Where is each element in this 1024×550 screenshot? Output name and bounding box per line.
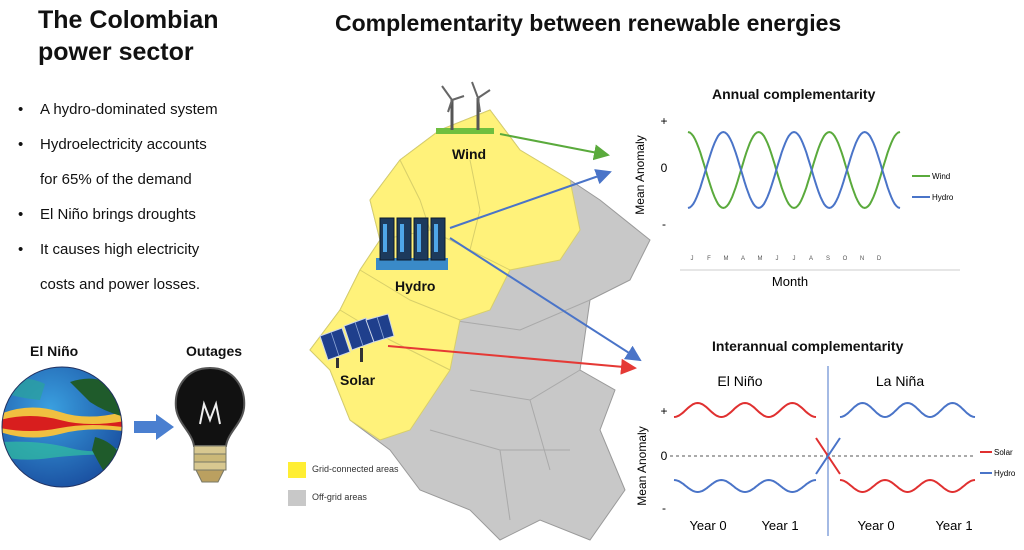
interannual-xtick: Year 0: [689, 518, 726, 533]
legend-hydro-label-2: Hydro: [994, 469, 1016, 478]
interannual-chart-title: Interannual complementarity: [712, 338, 904, 354]
interannual-ylabel: Mean Anomaly: [635, 426, 649, 505]
grid-connected-region: [309, 109, 581, 441]
interannual-hydro-series-la-nina: [839, 401, 976, 419]
annual-month-tick: D: [877, 256, 882, 262]
legend-label-grid: Grid-connected areas: [312, 464, 399, 474]
solar-label: Solar: [340, 372, 376, 388]
outages-label: Outages: [186, 343, 243, 359]
bullet-list: A hydro-dominated system Hydroelectricit…: [16, 92, 286, 302]
colombia-map: [309, 109, 651, 541]
legend-wind-label: Wind: [932, 172, 950, 181]
main-title: Complementarity between renewable energi…: [335, 10, 842, 36]
annual-month-tick: O: [843, 256, 848, 262]
el-nino-label: El Niño: [30, 343, 79, 359]
bullet-item-continuation: for 65% of the demand: [40, 171, 192, 188]
annual-month-tick: J: [793, 256, 796, 262]
title-line-2: power sector: [38, 38, 194, 66]
legend-solar-label: Solar: [994, 448, 1013, 457]
hydro-label: Hydro: [395, 278, 436, 294]
annual-month-tick: S: [826, 256, 830, 262]
wind-turbine-icon: [436, 81, 494, 134]
interannual-transition-hydro: [815, 437, 841, 475]
annual-wind-series: [687, 130, 901, 210]
legend-hydro-label: Hydro: [932, 193, 954, 202]
annual-month-tick: A: [741, 256, 745, 262]
annual-month-tick: A: [809, 256, 813, 262]
el-nino-globe-icon: [1, 366, 123, 488]
annual-ytick-plus: +: [660, 114, 667, 128]
annual-ylabel: Mean Anomaly: [633, 135, 647, 214]
solar-arrow: [387, 345, 637, 375]
annual-month-tick: F: [707, 256, 711, 262]
right-arrow-icon: [134, 414, 174, 440]
light-bulb-icon: [174, 366, 246, 483]
annual-month-tick: M: [758, 256, 763, 262]
interannual-xtick: Year 1: [761, 518, 798, 533]
annual-month-tick: J: [691, 256, 694, 262]
solar-panel-icon: [319, 313, 395, 368]
legend-swatch-grid: [288, 462, 306, 478]
bullet-item-continuation: costs and power losses.: [40, 276, 201, 293]
bullet-item: A hydro-dominated system: [16, 92, 286, 127]
interannual-chart: El Niño La Niña Mean Anomaly + 0 - Year …: [635, 366, 1016, 536]
interannual-xtick: Year 1: [935, 518, 972, 533]
hydro-arrow-interannual: [449, 237, 642, 362]
hydro-arrow-annual: [449, 169, 612, 229]
interannual-ytick-plus: +: [660, 404, 667, 418]
bullet-item: It causes high electricity: [16, 232, 286, 267]
hydro-dam-icon: [376, 217, 448, 270]
annual-chart: Mean Anomaly + 0 - J F M A M J J A S O N D Wind Hyd…: [633, 114, 960, 289]
interannual-ytick-zero: 0: [661, 449, 668, 463]
left-panel-title: The Colombian power sector: [38, 4, 298, 68]
interannual-solar-series-el-nino: [673, 401, 817, 419]
annual-chart-title: Annual complementarity: [712, 86, 876, 102]
interannual-xtick: Year 0: [857, 518, 894, 533]
annual-hydro-series: [687, 130, 901, 210]
interannual-ytick-minus: -: [662, 501, 666, 515]
annual-month-tick: N: [860, 256, 864, 262]
interannual-phase-el-nino: El Niño: [717, 373, 762, 389]
bullet-item: Hydroelectricity accounts: [16, 127, 286, 162]
legend-label-offgrid: Off-grid areas: [312, 492, 367, 502]
wind-arrow: [499, 133, 610, 161]
bullet-item: El Niño brings droughts: [16, 197, 286, 232]
wind-label: Wind: [452, 146, 487, 162]
annual-ytick-minus: -: [662, 217, 666, 231]
interannual-phase-la-nina: La Niña: [876, 373, 924, 389]
title-line-1: The Colombian: [38, 6, 219, 34]
interannual-solar-series-la-nina: [839, 478, 976, 494]
annual-xlabel: Month: [772, 274, 808, 289]
annual-month-tick: M: [724, 256, 729, 262]
annual-month-tick: J: [776, 256, 779, 262]
interannual-hydro-series-el-nino: [673, 478, 817, 494]
legend-swatch-offgrid: [288, 490, 306, 506]
annual-ytick-zero: 0: [661, 161, 668, 175]
